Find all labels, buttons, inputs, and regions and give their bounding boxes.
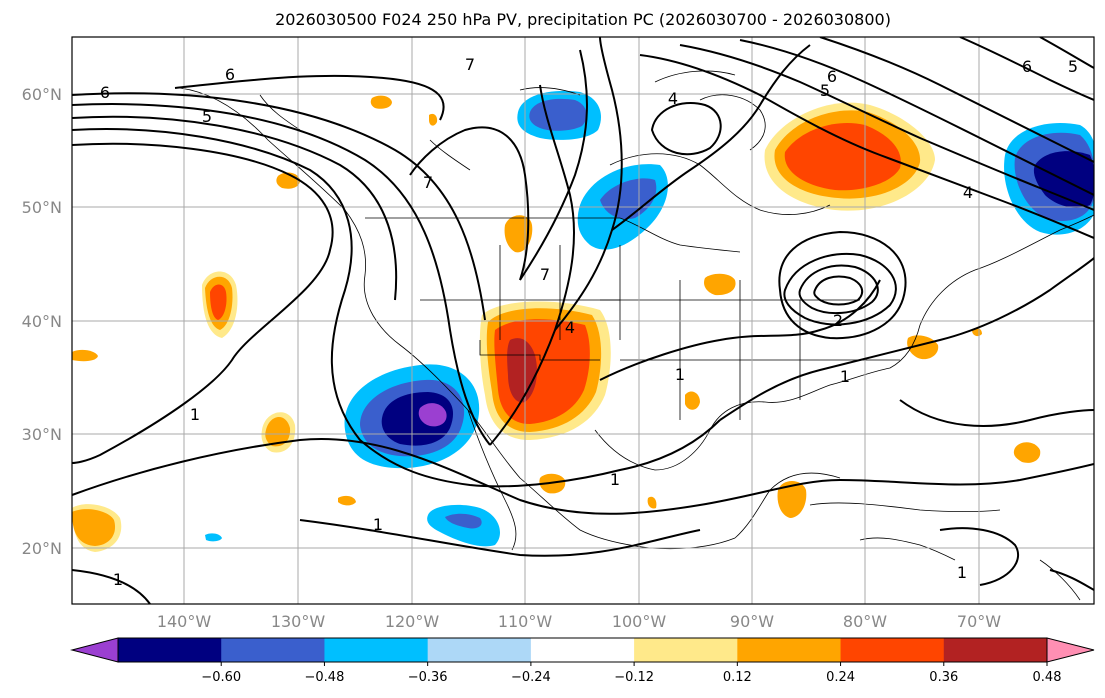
contour-label: 6 [1022, 57, 1032, 76]
colorbar-tick-label: 0.12 [723, 670, 752, 685]
colorbar-extend-max [1046, 637, 1095, 663]
colorbar-swatches [118, 638, 1048, 662]
contour-label: 4 [668, 89, 678, 108]
contour-label: 1 [190, 405, 200, 424]
contour-label: 7 [465, 55, 475, 74]
contour-label: 1 [840, 367, 850, 386]
map-area: 6 6 5 7 7 4 6 5 6 5 4 7 4 2 1 1 1 1 1 1 … [72, 37, 1094, 604]
lon-label: 90°W [730, 612, 774, 631]
contour-label: 6 [100, 83, 110, 102]
colorbar-swatch [221, 638, 325, 662]
lat-label: 30°N [22, 425, 62, 444]
lon-label: 110°W [498, 612, 553, 631]
contour-label: 1 [373, 515, 383, 534]
contour-label: 1 [113, 570, 123, 589]
lon-label: 100°W [612, 612, 667, 631]
map-title: 2026030500 F024 250 hPa PV, precipitatio… [275, 10, 891, 29]
longitude-labels: 140°W 130°W 120°W 110°W 100°W 90°W 80°W … [157, 612, 1001, 631]
colorbar-tick-label: 0.36 [929, 670, 958, 685]
colorbar-tick-label: −0.48 [305, 670, 345, 685]
contour-label: 2 [833, 311, 843, 330]
lat-label: 60°N [22, 85, 62, 104]
contour-label: 1 [675, 365, 685, 384]
colorbar-swatch [737, 638, 842, 662]
map-frame [71, 36, 1095, 605]
colorbar-swatch [427, 638, 532, 662]
colorbar-frame [117, 637, 1048, 663]
contour-label: 1 [957, 563, 967, 582]
contour-label: 5 [202, 107, 212, 126]
pv-contours [72, 37, 1094, 604]
lon-label: 70°W [957, 612, 1001, 631]
colorbar-swatch [324, 638, 429, 662]
contour-label: 6 [225, 65, 235, 84]
colorbar-ticks: −0.60 −0.48 −0.36 −0.24 −0.12 0.12 0.24 0.36 0.4… [201, 662, 1062, 685]
contour-label: 7 [540, 265, 550, 284]
colorbar-tick-label: 0.48 [1033, 670, 1062, 685]
colorbar-swatch [840, 638, 945, 662]
contour-labels: 6 6 5 7 7 4 6 5 6 5 4 7 4 2 1 1 1 1 1 1 … [100, 55, 1078, 589]
colorbar-swatch [118, 638, 222, 662]
contour-label: 4 [963, 183, 973, 202]
colorbar-tick-label: −0.36 [408, 670, 448, 685]
colorbar-swatch [634, 638, 738, 662]
colorbar: −0.60 −0.48 −0.36 −0.24 −0.12 0.12 0.24 0.36 0.4… [70, 637, 1095, 685]
colorbar-tick-label: −0.60 [201, 670, 241, 685]
lat-label: 20°N [22, 539, 62, 558]
colorbar-extend-min [70, 637, 119, 663]
lon-label: 130°W [271, 612, 326, 631]
contour-label: 5 [820, 81, 830, 100]
contour-label: 4 [565, 318, 575, 337]
lon-label: 120°W [385, 612, 440, 631]
contour-label: 5 [1068, 57, 1078, 76]
latitude-labels: 60°N 50°N 40°N 30°N 20°N [22, 85, 62, 558]
contour-label: 6 [827, 67, 837, 86]
lat-label: 40°N [22, 312, 62, 331]
lat-label: 50°N [22, 198, 62, 217]
contour-label: 1 [610, 470, 620, 489]
colorbar-tick-label: −0.24 [511, 670, 551, 685]
colorbar-swatch [943, 638, 1048, 662]
colorbar-swatch [530, 638, 635, 662]
lon-label: 80°W [843, 612, 887, 631]
colorbar-tick-label: 0.24 [826, 670, 855, 685]
colorbar-tick-label: −0.12 [614, 670, 654, 685]
lon-label: 140°W [157, 612, 212, 631]
contour-label: 7 [423, 173, 433, 192]
